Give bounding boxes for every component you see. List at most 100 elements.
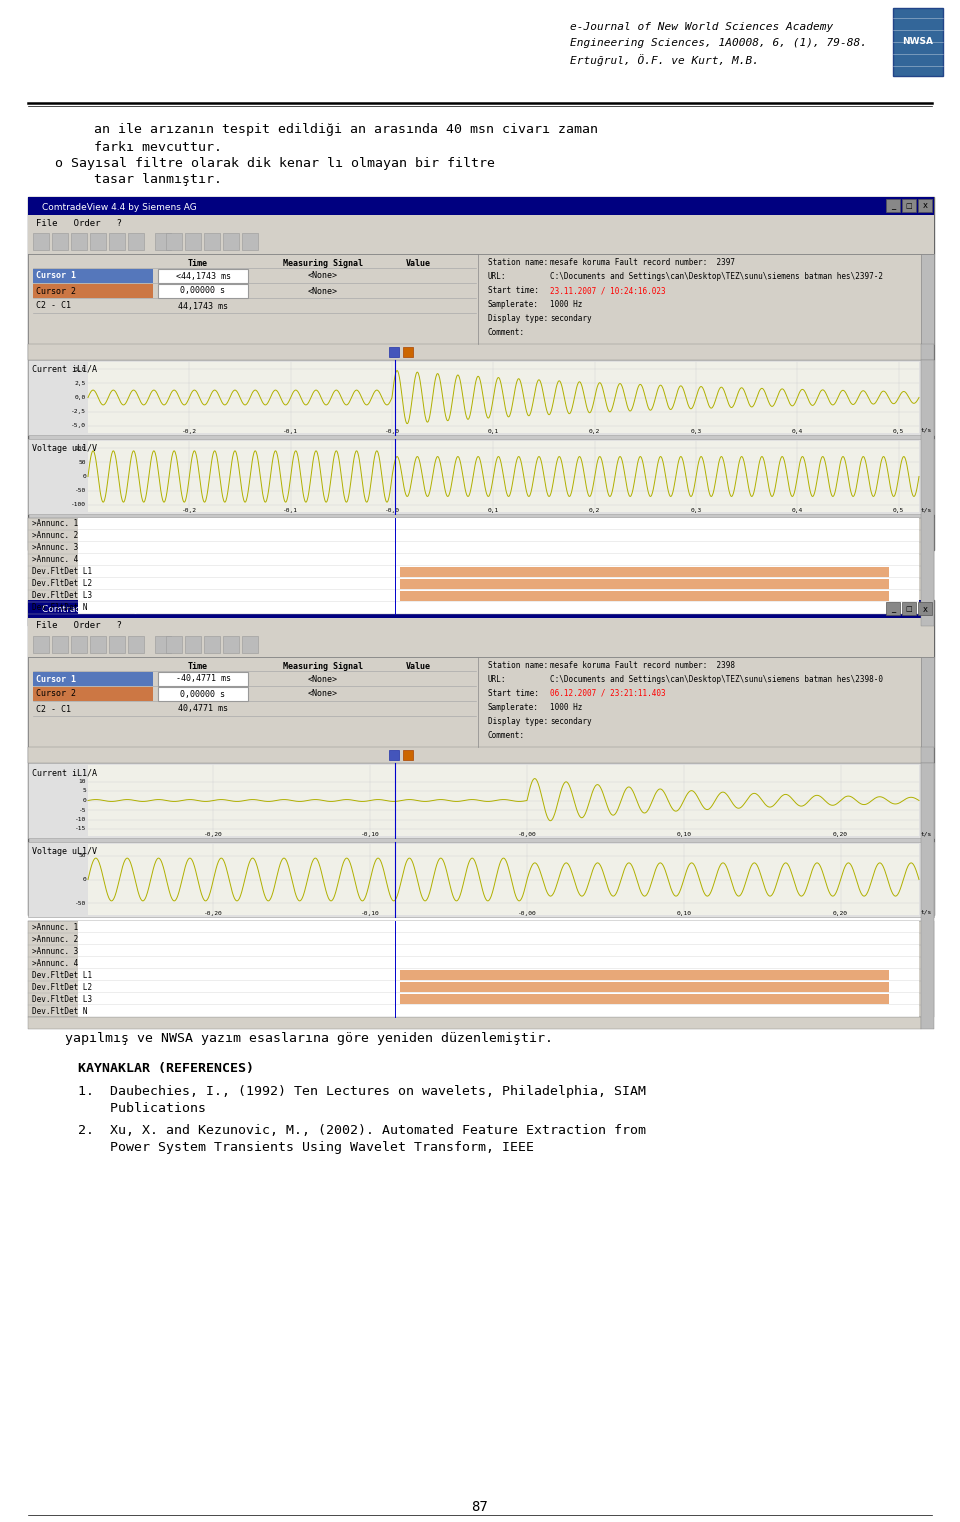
Bar — [28, 215, 934, 230]
Text: Dev.FltDet N: Dev.FltDet N — [32, 1006, 87, 1015]
Bar — [223, 233, 239, 250]
Bar — [893, 8, 943, 76]
Bar — [28, 842, 934, 916]
Text: yapılmış ve NWSA yazım esaslarına göre yeniden düzenlemiştir.: yapılmış ve NWSA yazım esaslarına göre y… — [65, 1032, 553, 1046]
Text: 0,10: 0,10 — [676, 833, 691, 837]
Text: 0,4: 0,4 — [792, 508, 803, 513]
Text: Dev.FltDet L3: Dev.FltDet L3 — [32, 994, 92, 1003]
Text: Dev.FltDet L2: Dev.FltDet L2 — [32, 983, 92, 991]
Text: -0,2: -0,2 — [181, 508, 197, 513]
Bar — [166, 636, 182, 653]
Text: Cursor 1: Cursor 1 — [36, 271, 76, 280]
Text: URL:: URL: — [488, 272, 507, 282]
Text: -100: -100 — [71, 502, 86, 507]
Text: 0,10: 0,10 — [676, 912, 691, 916]
Bar — [28, 633, 934, 658]
Bar — [90, 233, 106, 250]
Text: 0,00000 s: 0,00000 s — [180, 286, 226, 295]
Text: (Figure 8. Fault record (ABG fault)): (Figure 8. Fault record (ABG fault)) — [345, 580, 615, 594]
Bar — [902, 603, 916, 615]
Text: Station name:: Station name: — [488, 661, 548, 670]
Text: >Annunc. 1: >Annunc. 1 — [32, 519, 79, 528]
Text: 2.  Xu, X. and Kezunovic, M., (2002). Automated Feature Extraction from: 2. Xu, X. and Kezunovic, M., (2002). Aut… — [78, 1125, 646, 1137]
Bar — [28, 600, 934, 915]
Bar — [921, 658, 934, 747]
Bar — [158, 285, 248, 298]
Text: Display type:: Display type: — [488, 314, 548, 323]
Text: -0,00: -0,00 — [517, 833, 537, 837]
Bar — [400, 591, 889, 601]
Text: -10: -10 — [75, 817, 86, 822]
Text: 0,5: 0,5 — [893, 508, 904, 513]
Text: C:\Documents and Settings\can\Desktop\TEZ\sunu\siemens batman hes\2398-0: C:\Documents and Settings\can\Desktop\TE… — [550, 674, 883, 683]
Bar — [886, 603, 900, 615]
Text: Value: Value — [405, 259, 430, 268]
Text: Samplerate:: Samplerate: — [488, 703, 539, 712]
Text: Time: Time — [188, 259, 208, 268]
Text: NWSA: NWSA — [902, 38, 933, 47]
Text: 0,5: 0,5 — [893, 429, 904, 434]
Text: -0,2: -0,2 — [181, 429, 197, 434]
Bar — [78, 542, 919, 554]
Bar — [28, 361, 934, 435]
Text: -0,0: -0,0 — [385, 429, 399, 434]
Bar — [204, 233, 220, 250]
Text: NOT (NOTICE): NOT (NOTICE) — [78, 979, 174, 991]
Text: e-Journal of New World Sciences Academy: e-Journal of New World Sciences Academy — [570, 21, 833, 32]
Text: 0,1: 0,1 — [488, 429, 499, 434]
Bar — [400, 994, 889, 1005]
Text: 1.  Daubechies, I., (1992) Ten Lectures on wavelets, Philadelphia, SIAM: 1. Daubechies, I., (1992) Ten Lectures o… — [78, 1085, 646, 1097]
Text: 10: 10 — [79, 779, 86, 784]
Bar — [78, 591, 919, 603]
Bar — [78, 554, 919, 566]
Text: t/s: t/s — [921, 910, 932, 915]
Text: 0,4: 0,4 — [792, 429, 803, 434]
Text: 0: 0 — [83, 877, 86, 883]
Text: Cursor 2: Cursor 2 — [36, 689, 76, 699]
Bar — [71, 636, 87, 653]
Text: t/s: t/s — [921, 831, 932, 836]
Text: -0,10: -0,10 — [361, 833, 379, 837]
Text: 50: 50 — [79, 460, 86, 464]
Bar — [403, 347, 414, 358]
Text: -0,1: -0,1 — [283, 429, 299, 434]
Bar — [28, 196, 934, 549]
Text: 0: 0 — [83, 798, 86, 804]
Bar — [403, 750, 414, 759]
Text: Display type:: Display type: — [488, 717, 548, 726]
Text: -2,5: -2,5 — [71, 409, 86, 414]
Bar — [390, 347, 399, 358]
Text: Samplerate:: Samplerate: — [488, 300, 539, 309]
Text: _: _ — [891, 604, 895, 613]
Bar — [71, 233, 87, 250]
Text: -5,0: -5,0 — [71, 423, 86, 429]
Text: -5: -5 — [79, 808, 86, 813]
Text: -40,4771 ms: -40,4771 ms — [176, 674, 230, 683]
Text: 2,5: 2,5 — [75, 380, 86, 385]
Text: URL:: URL: — [488, 674, 507, 683]
Text: >Annunc. 3: >Annunc. 3 — [32, 543, 79, 552]
Text: x: x — [923, 604, 927, 613]
Text: -50: -50 — [75, 489, 86, 493]
Text: -0,1: -0,1 — [283, 508, 299, 513]
Text: 0,00000 s: 0,00000 s — [180, 689, 226, 699]
Text: 0: 0 — [83, 473, 86, 479]
Bar — [921, 361, 934, 626]
Bar — [78, 992, 919, 1005]
Text: C:\Documents and Settings\can\Desktop\TEZ\sunu\siemens batman hes\2397-2: C:\Documents and Settings\can\Desktop\TE… — [550, 272, 883, 282]
Text: t/s: t/s — [921, 507, 932, 511]
Bar — [78, 921, 919, 933]
Text: -15: -15 — [75, 826, 86, 831]
Text: Şekil 9. Arıza kaydı (ABCG arızası): Şekil 9. Arıza kaydı (ABCG arızası) — [348, 930, 612, 944]
Bar — [28, 1017, 921, 1029]
Text: Dev.FltDet L3: Dev.FltDet L3 — [32, 592, 92, 601]
Bar — [78, 970, 919, 982]
Bar — [88, 766, 919, 836]
Text: Current iL1/A: Current iL1/A — [32, 769, 97, 778]
Bar — [88, 845, 919, 915]
Text: Value: Value — [405, 662, 430, 671]
Text: 0,3: 0,3 — [690, 508, 702, 513]
Text: Power System Transients Using Wavelet Transform, IEEE: Power System Transients Using Wavelet Tr… — [78, 1142, 534, 1154]
Bar — [918, 199, 932, 212]
Bar — [185, 636, 201, 653]
